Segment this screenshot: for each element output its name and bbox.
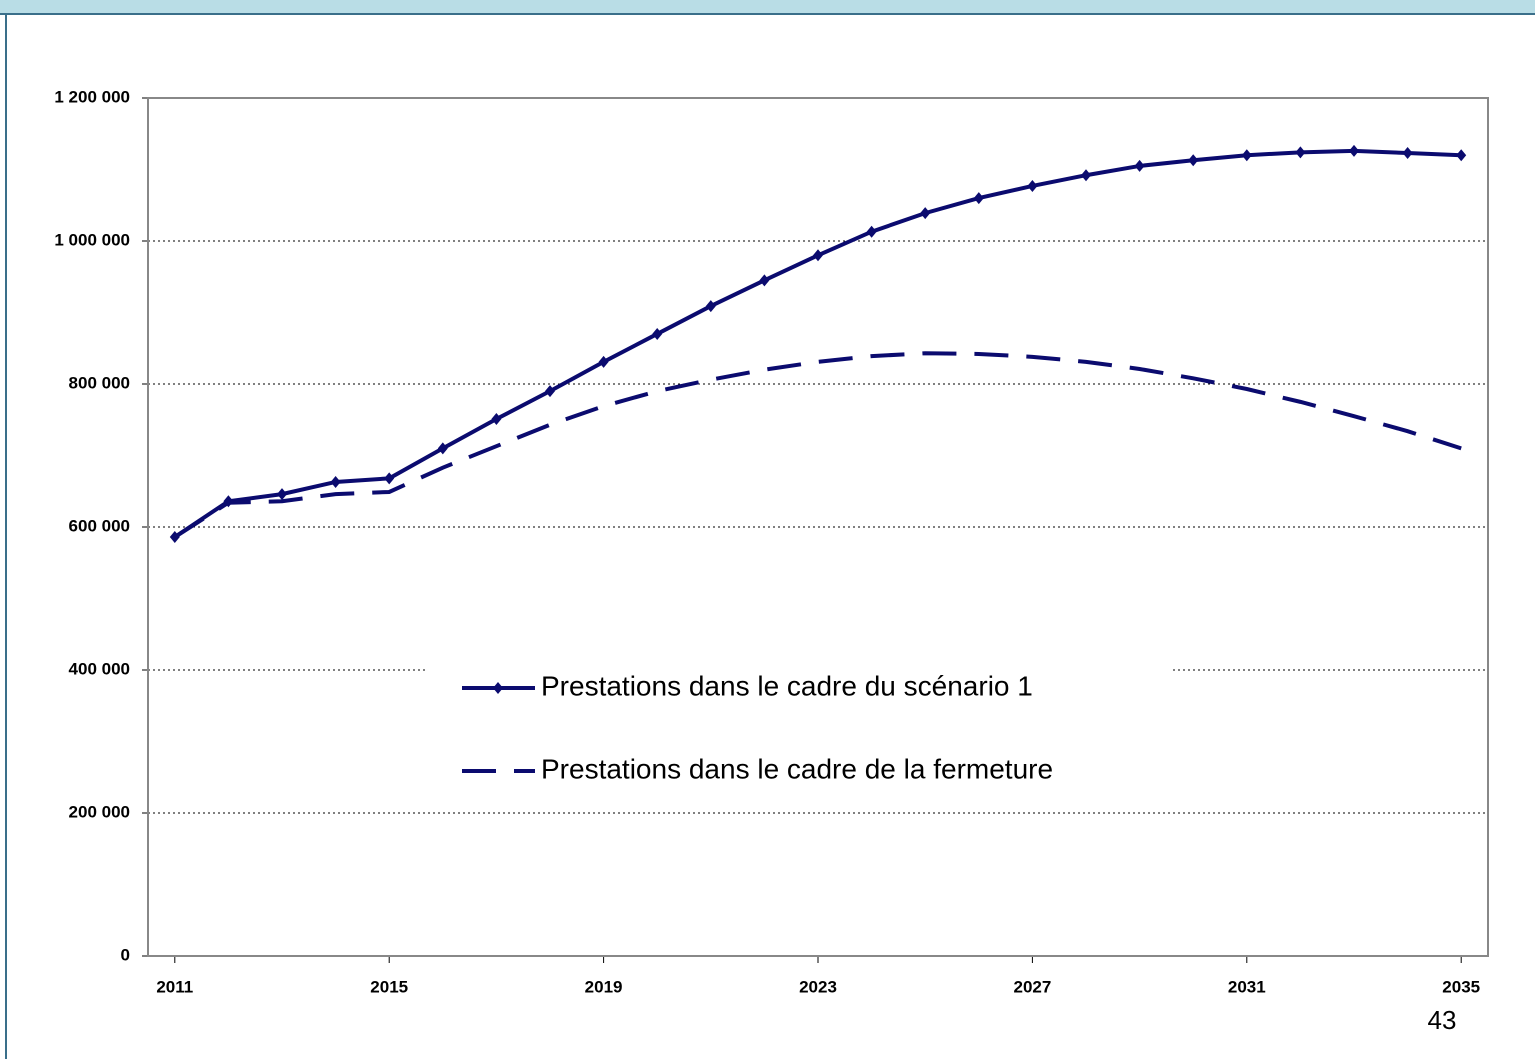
legend-marker xyxy=(493,682,503,694)
y-tick-label: 200 000 xyxy=(69,802,130,821)
y-tick-label: 1 200 000 xyxy=(54,87,130,106)
marker xyxy=(652,327,663,340)
marker xyxy=(330,475,341,488)
marker xyxy=(545,385,555,398)
legend-label: Prestations dans le cadre de la fermetur… xyxy=(541,753,1053,784)
marker xyxy=(1402,147,1413,160)
plot-frame xyxy=(147,97,1489,957)
marker xyxy=(813,249,823,262)
legend-box xyxy=(425,650,1170,800)
marker xyxy=(759,274,770,287)
x-tick-label: 2011 xyxy=(156,977,193,996)
marker xyxy=(1188,154,1199,167)
marker xyxy=(705,300,716,313)
x-tick-label: 2023 xyxy=(799,977,837,996)
marker xyxy=(866,225,877,238)
marker xyxy=(1134,159,1145,172)
marker xyxy=(1456,149,1467,162)
x-tick-label: 2031 xyxy=(1228,977,1266,996)
series-line xyxy=(173,148,1462,539)
marker xyxy=(973,192,984,205)
page-number: 43 xyxy=(1428,1005,1457,1035)
x-tick-label: 2027 xyxy=(1013,977,1051,996)
marker xyxy=(1027,179,1038,192)
marker xyxy=(277,488,287,501)
y-tick-label: 400 000 xyxy=(69,659,130,678)
marker xyxy=(598,355,609,368)
top-band xyxy=(0,0,1535,14)
marker xyxy=(491,413,502,426)
x-tick-label: 2015 xyxy=(370,977,408,996)
marker xyxy=(384,472,395,485)
marker xyxy=(1295,146,1306,159)
y-tick-label: 600 000 xyxy=(69,516,130,535)
y-tick-label: 1 000 000 xyxy=(54,230,130,249)
y-tick-label: 0 xyxy=(121,945,130,964)
marker xyxy=(920,207,931,220)
series-line xyxy=(173,351,1462,539)
x-tick-label: 2035 xyxy=(1442,977,1480,996)
marker xyxy=(1081,169,1091,182)
marker xyxy=(1241,149,1252,162)
marker xyxy=(1349,144,1359,157)
x-tick-label: 2019 xyxy=(585,977,623,996)
marker xyxy=(437,442,448,455)
legend-label: Prestations dans le cadre du scénario 1 xyxy=(541,670,1033,701)
y-tick-label: 800 000 xyxy=(69,373,130,392)
